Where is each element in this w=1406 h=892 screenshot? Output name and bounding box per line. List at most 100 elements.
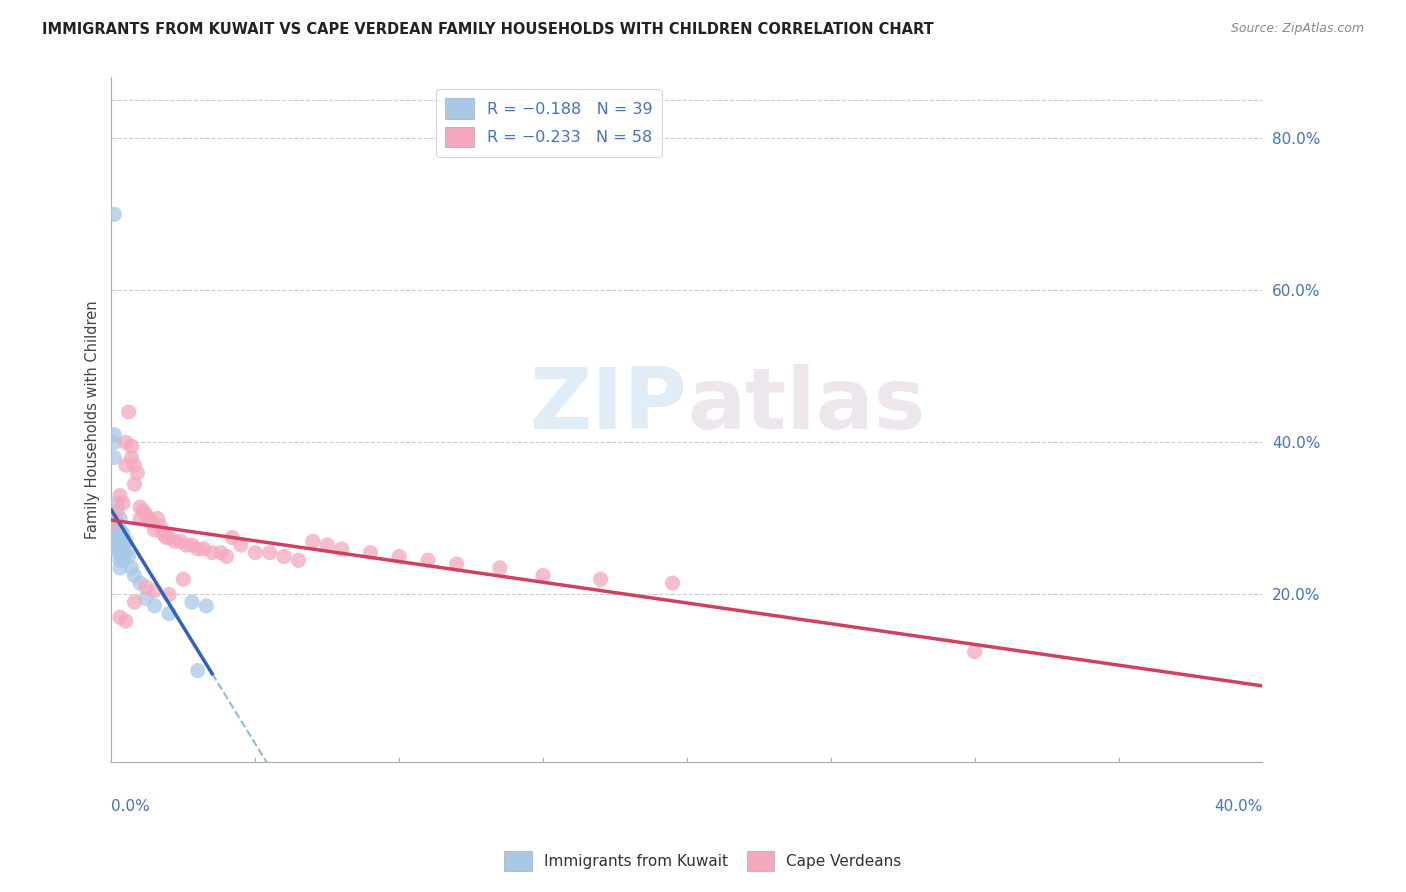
Point (108, 523, 131, 537)
Point (330, 541, 353, 556)
Point (132, 504, 155, 518)
Text: Source: ZipAtlas.com: Source: ZipAtlas.com (1230, 22, 1364, 36)
Point (111, 526, 134, 541)
Point (273, 549, 295, 564)
Point (187, 541, 209, 556)
Point (135, 591, 157, 606)
Point (155, 531, 177, 545)
Point (111, 546, 134, 560)
Point (108, 511, 131, 525)
Point (129, 511, 152, 525)
Point (187, 664, 209, 678)
Point (107, 534, 129, 549)
Point (135, 580, 157, 594)
Point (103, 515, 125, 529)
Point (103, 523, 125, 537)
Point (157, 587, 180, 601)
Point (169, 534, 191, 549)
Point (174, 538, 197, 552)
Point (259, 546, 281, 560)
Point (531, 568, 554, 582)
Point (221, 531, 243, 545)
Point (124, 458, 146, 473)
Point (121, 439, 143, 453)
Point (108, 561, 131, 575)
Point (157, 607, 180, 621)
Point (108, 553, 131, 567)
Point (111, 538, 134, 552)
Point (143, 583, 166, 598)
Point (114, 614, 136, 628)
Point (963, 644, 986, 658)
Point (103, 534, 125, 549)
Point (111, 496, 134, 510)
Point (138, 511, 160, 525)
Text: 40.0%: 40.0% (1215, 799, 1263, 814)
Point (302, 534, 325, 549)
Point (141, 515, 163, 529)
Point (105, 523, 128, 537)
Point (661, 576, 683, 591)
Point (157, 531, 180, 545)
Point (201, 546, 224, 560)
Point (101, 515, 124, 529)
Legend: Immigrants from Kuwait, Cape Verdeans: Immigrants from Kuwait, Cape Verdeans (498, 846, 908, 877)
Point (108, 534, 131, 549)
Point (215, 549, 238, 564)
Point (127, 466, 149, 480)
Point (163, 534, 186, 549)
Point (152, 526, 174, 541)
Point (172, 572, 194, 586)
Point (105, 538, 128, 552)
Point (103, 450, 125, 465)
Point (108, 538, 131, 552)
Point (121, 450, 143, 465)
Point (105, 504, 128, 518)
Point (316, 538, 339, 552)
Text: atlas: atlas (688, 365, 925, 448)
Point (143, 599, 166, 613)
Point (121, 561, 143, 575)
Point (287, 553, 309, 567)
Point (104, 511, 127, 525)
Point (181, 538, 204, 552)
Point (446, 557, 468, 571)
Point (103, 427, 125, 442)
Text: ZIP: ZIP (529, 365, 688, 448)
Legend: R = −0.188   N = 39, R = −0.233   N = 58: R = −0.188 N = 39, R = −0.233 N = 58 (436, 89, 662, 157)
Point (114, 458, 136, 473)
Point (105, 531, 128, 545)
Point (114, 435, 136, 450)
Point (245, 546, 267, 560)
Point (105, 515, 128, 529)
Point (114, 534, 136, 549)
Point (359, 546, 381, 560)
Point (135, 508, 157, 522)
Point (111, 553, 134, 567)
Point (118, 549, 141, 564)
Point (118, 405, 141, 419)
Point (146, 511, 169, 525)
Point (589, 572, 612, 586)
Point (103, 435, 125, 450)
Point (108, 610, 131, 624)
Point (103, 207, 125, 221)
Point (229, 538, 252, 552)
Point (108, 489, 131, 503)
Point (108, 546, 131, 560)
Point (104, 538, 127, 552)
Point (388, 549, 411, 564)
Point (105, 496, 128, 510)
Y-axis label: Family Households with Children: Family Households with Children (86, 301, 100, 539)
Point (124, 595, 146, 609)
Point (489, 561, 512, 575)
Point (181, 595, 204, 609)
Point (209, 546, 232, 560)
Point (149, 519, 172, 533)
Point (124, 477, 146, 491)
Point (124, 568, 146, 582)
Point (114, 546, 136, 560)
Point (416, 553, 439, 567)
Text: IMMIGRANTS FROM KUWAIT VS CAPE VERDEAN FAMILY HOUSEHOLDS WITH CHILDREN CORRELATI: IMMIGRANTS FROM KUWAIT VS CAPE VERDEAN F… (42, 22, 934, 37)
Text: 0.0%: 0.0% (111, 799, 150, 814)
